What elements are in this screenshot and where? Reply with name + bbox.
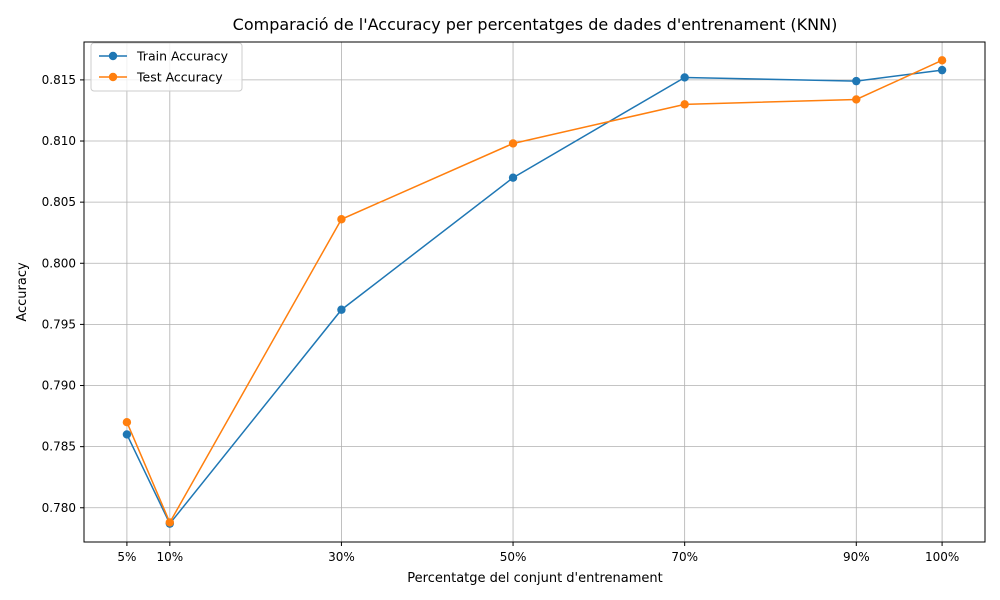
x-tick-label: 90% (843, 550, 870, 564)
series-layer (122, 56, 947, 528)
legend-label: Test Accuracy (136, 70, 223, 85)
y-tick-label: 0.800 (42, 256, 76, 270)
data-point (680, 100, 689, 109)
y-axis-label: Accuracy (15, 262, 30, 322)
plot-frame (83, 41, 986, 543)
x-tick-label: 70% (671, 550, 698, 564)
grid-lines (84, 42, 985, 542)
data-point (937, 65, 947, 75)
legend: Train Accuracy Test Accuracy (90, 42, 243, 92)
data-point (508, 173, 518, 182)
data-point (937, 56, 947, 65)
y-tick-label: 0.805 (42, 195, 76, 209)
legend-marker-swatch (108, 51, 118, 61)
x-tick-label: 10% (156, 550, 183, 564)
data-point (122, 430, 132, 439)
x-tick-label: 5% (117, 550, 136, 564)
x-tick-label: 30% (328, 550, 355, 564)
legend-marker-swatch (108, 72, 118, 82)
data-point (337, 215, 346, 224)
y-tick-label: 0.780 (42, 501, 76, 515)
data-point (852, 95, 861, 104)
y-tick-label: 0.815 (42, 73, 76, 87)
data-point (852, 76, 861, 86)
legend-box (90, 42, 243, 92)
x-tick-label: 50% (500, 550, 527, 564)
chart-title: Comparació de l'Accuracy per percentatge… (233, 15, 838, 34)
y-tick-label: 0.810 (42, 134, 76, 148)
x-axis-label: Percentatge del conjunt d'entrenament (407, 571, 662, 586)
y-tick-label: 0.790 (42, 379, 76, 393)
axis-ticks: 5% 10% 30% 50% 70% 90% 100% 0.780 0.785 0.790 0.79… (42, 73, 960, 564)
data-point (508, 139, 518, 148)
data-point (680, 73, 689, 82)
data-point (165, 518, 175, 527)
data-point (337, 305, 346, 314)
legend-label: Train Accuracy (136, 49, 229, 64)
x-tick-label: 100% (925, 550, 959, 564)
y-tick-label: 0.795 (42, 317, 76, 331)
data-point (122, 417, 132, 427)
y-tick-label: 0.785 (42, 440, 76, 454)
